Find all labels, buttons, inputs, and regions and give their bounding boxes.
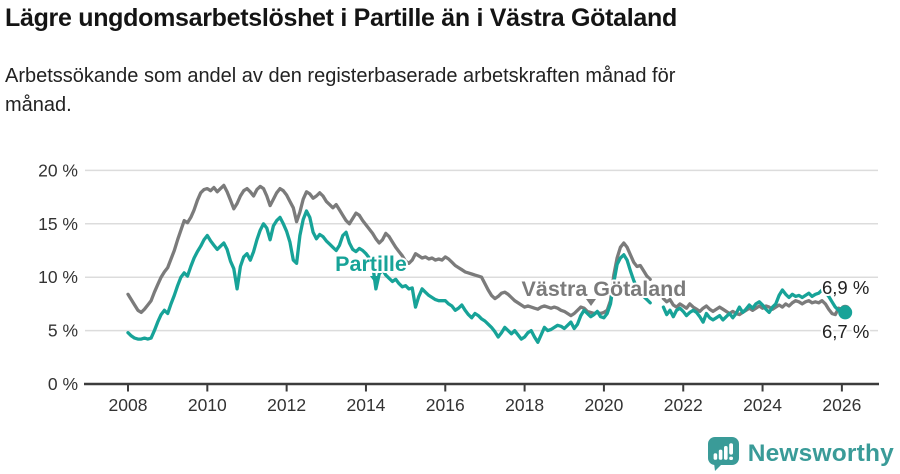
x-axis-tick-label: 2012 [267, 395, 306, 415]
newsworthy-logo-icon [707, 437, 739, 471]
chart-title: Lägre ungdomsarbetslöshet i Partille än … [5, 4, 677, 32]
y-axis-tick-label: 10 % [38, 267, 78, 287]
x-axis-tick-label: 2016 [426, 395, 465, 415]
partille-end-dot [838, 305, 853, 320]
y-axis-tick-label: 5 % [48, 321, 78, 341]
x-axis-tick-label: 2014 [346, 395, 385, 415]
x-axis-tick-label: 2020 [584, 395, 623, 415]
y-axis-tick-label: 15 % [38, 214, 78, 234]
vastra-gotaland-label-pointer [586, 299, 596, 306]
chart-subtitle-line1: Arbetssökande som andel av den registerb… [5, 65, 676, 87]
partille-line [126, 209, 847, 344]
x-axis-tick-label: 2026 [822, 395, 861, 415]
x-axis-tick-label: 2008 [109, 395, 148, 415]
y-axis-tick-label: 0 % [48, 374, 78, 394]
partille-label-pointer [370, 276, 380, 283]
partille-series-label: Partille [335, 252, 407, 276]
vastra-gotaland-series-label: Västra Götaland [522, 277, 687, 301]
vastra-gotaland-end-value-label: 6,9 % [822, 277, 869, 298]
chart-subtitle-line2: månad. [5, 94, 72, 116]
partille-end-value-label: 6,7 % [822, 321, 869, 342]
newsworthy-footer: Newsworthy [707, 436, 894, 471]
y-axis-tick-label: 20 % [38, 160, 78, 180]
newsworthy-wordmark: Newsworthy [747, 439, 894, 467]
vastra-gotaland-line [126, 183, 847, 318]
x-axis-tick-label: 2024 [743, 395, 782, 415]
x-axis-tick-label: 2018 [505, 395, 544, 415]
x-axis-tick-label: 2022 [664, 395, 703, 415]
chart-subtitle: Arbetssökande som andel av den registerb… [5, 62, 865, 120]
x-axis-tick-label: 2010 [188, 395, 227, 415]
